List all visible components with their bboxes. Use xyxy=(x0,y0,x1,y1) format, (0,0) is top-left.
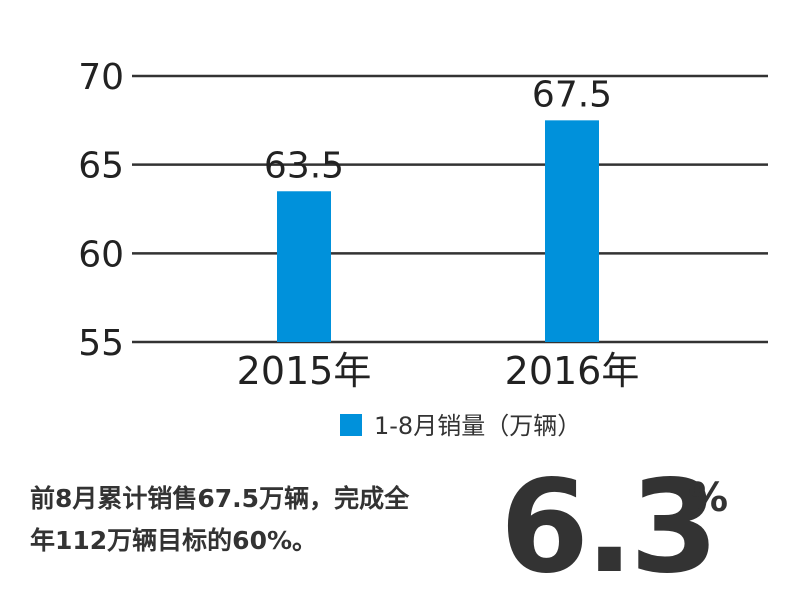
x-tick-label: 2015年 xyxy=(237,349,372,393)
y-tick-label: 65 xyxy=(78,146,124,187)
y-tick-label: 60 xyxy=(78,234,124,275)
legend-label: 1-8月销量（万辆） xyxy=(374,412,581,440)
highlight-unit: % xyxy=(688,475,729,521)
legend-swatch xyxy=(340,414,362,436)
data-labels: 63.5 67.5 xyxy=(264,74,612,186)
y-tick-label: 55 xyxy=(78,323,124,364)
data-label-0: 63.5 xyxy=(264,145,344,186)
y-axis-ticks: 55 60 65 70 xyxy=(78,57,124,364)
data-label-1: 67.5 xyxy=(532,74,612,115)
bar-1 xyxy=(545,120,599,342)
summary-line-2: 年112万辆目标的60%。 xyxy=(30,526,318,555)
highlight-value: 6.3 xyxy=(500,453,719,602)
bar-0 xyxy=(277,191,331,342)
summary-note: 前8月累计销售67.5万辆，完成全 年112万辆目标的60%。 xyxy=(30,478,500,562)
x-tick-label: 2016年 xyxy=(505,349,640,393)
bar-chart: 55 60 65 70 63.5 67.5 2015年 2016年 1-8月销量（万辆） xyxy=(78,57,768,440)
x-axis-labels: 2015年 2016年 xyxy=(237,349,640,393)
grid-lines xyxy=(132,74,768,344)
bars xyxy=(277,120,599,342)
y-tick-label: 70 xyxy=(78,57,124,98)
legend: 1-8月销量（万辆） xyxy=(340,412,581,440)
summary-line-1: 前8月累计销售67.5万辆，完成全 xyxy=(30,484,410,513)
